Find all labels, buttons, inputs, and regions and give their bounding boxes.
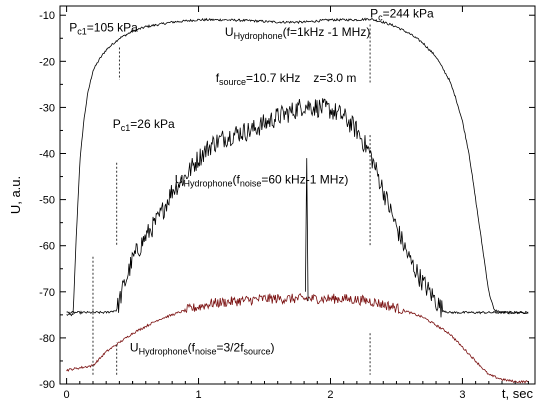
y-tick-label: -40	[39, 149, 55, 161]
y-tick-label: -60	[39, 241, 55, 253]
curve-label-label-3-2f-rest: (f	[188, 341, 196, 355]
annotation-pc1-105-main: P	[69, 20, 77, 34]
annotation-fsource-main: f	[216, 71, 220, 85]
y-tick-label: -80	[39, 333, 55, 345]
curve-label-label-3-2f-rest3: )	[271, 341, 275, 355]
y-axis-label: U, a.u.	[8, 176, 23, 214]
curve-label-label-1khz: UHydrophone(f=1kHz -1 MHz)	[225, 25, 370, 41]
annotation-pc-244-rest: =244 kPa	[383, 7, 434, 21]
plot-frame	[59, 5, 536, 385]
annotation-pc1-26-sub: c1	[121, 123, 131, 133]
curve-label-label-3-2f: UHydrophone(fnoise=3/2fsource)	[130, 341, 275, 357]
y-tick-label: -10	[39, 10, 55, 22]
annotation-pc1-26-rest: =26 kPa	[130, 117, 175, 131]
curve-label-label-3-2f-rest2: =3/2f	[217, 341, 245, 355]
curve-label-label-3-2f-sub3: source	[244, 347, 271, 357]
annotation-pc-244-sub: c	[378, 13, 383, 23]
curve-label-label-1khz-sub: Hydrophone	[234, 31, 283, 41]
x-tick-label: 3	[459, 389, 465, 401]
series-line-hydro-1khz	[66, 17, 529, 317]
axes: 0 1 2 3 -90 -80 -70 -60 -50 -40 -30 -20 -10 t, sec U, …	[8, 5, 536, 401]
series-line-hydro-3-2f	[66, 292, 529, 384]
curve-label-label-60khz-rest: (f	[233, 172, 241, 186]
curve-label-label-1khz-main: U	[225, 25, 234, 39]
annotation-pc1-26: Pc1=26 kPa	[113, 117, 175, 133]
x-tick-label: 2	[327, 389, 333, 401]
x-tick-label: 0	[64, 389, 70, 401]
marker-layer	[92, 24, 371, 375]
curve-label-label-3-2f-sub: Hydrophone	[139, 347, 188, 357]
curve-label-label-1khz-rest: (f=1kHz -1 MHz)	[283, 25, 371, 39]
annotation-fsource: fsource=10.7 kHz	[216, 71, 301, 87]
annotation-pc-244-main: P	[370, 7, 378, 21]
y-tick-label: -90	[39, 379, 55, 391]
y-tick-label: -50	[39, 195, 55, 207]
annotation-fsource-sub: source	[219, 77, 246, 87]
annotation-pc-244: Pc=244 kPa	[370, 7, 434, 23]
curve-label-label-60khz: UHydrophone(fnoise=60 kHz-1 MHz)	[175, 172, 349, 188]
y-tick-label: -30	[39, 102, 55, 114]
annotation-zdist-main: z=3.0 m	[313, 71, 356, 85]
series-line-hydro-60khz	[66, 98, 529, 318]
curve-label-label-3-2f-sub2: noise	[195, 347, 217, 357]
series-spike	[305, 158, 309, 302]
annotation-fsource-rest: =10.7 kHz	[246, 71, 300, 85]
annotation-pc1-105-rest: =105 kPa	[87, 20, 138, 34]
y-tick-label: -70	[39, 287, 55, 299]
curve-label-label-60khz-rest2: =60 kHz-1 MHz)	[261, 172, 348, 186]
curve-label-label-3-2f-main: U	[130, 341, 139, 355]
annotation-zdist: z=3.0 m	[313, 71, 356, 85]
annotation-pc1-105-sub: c1	[77, 26, 87, 36]
annotation-pc1-26-main: P	[113, 117, 121, 131]
x-tick-label: 1	[195, 389, 201, 401]
series-layer	[66, 17, 529, 384]
annotation-pc1-105: Pc1=105 kPa	[69, 20, 138, 36]
x-axis-label: t, sec	[502, 386, 534, 401]
y-tick-label: -20	[39, 56, 55, 68]
curve-label-label-60khz-sub: Hydrophone	[183, 178, 232, 188]
curve-label-label-60khz-main: U	[175, 172, 184, 186]
curve-label-label-60khz-sub2: noise	[240, 178, 262, 188]
